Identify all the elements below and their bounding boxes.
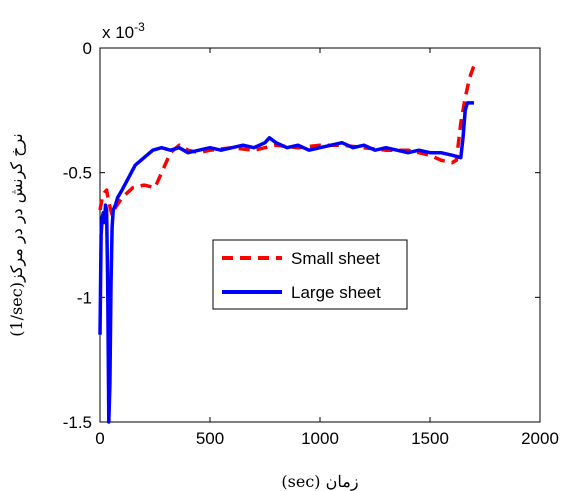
y-tick-label: -1: [77, 288, 92, 307]
legend-label-large-sheet: Large sheet: [291, 283, 381, 302]
series-line-large-sheet: [98, 101, 474, 424]
y-tick-label: -1.5: [63, 413, 92, 432]
x-tick-label: 0: [95, 429, 104, 448]
x-tick-label: 1000: [301, 429, 339, 448]
x-tick-label: 500: [196, 429, 224, 448]
x-tick-label: 2000: [521, 429, 559, 448]
series-layer: [98, 64, 476, 424]
y-axis-exponent: x 10-3: [102, 20, 145, 42]
y-tick-label: 0: [83, 39, 92, 58]
x-axis-title: (sec) زمان: [281, 472, 358, 491]
axis-ticks: 0 500 1000 1500 2000 0 -0.5 -1 -1.5: [63, 39, 559, 448]
legend: Small sheet Large sheet: [212, 239, 408, 310]
y-tick-label: -0.5: [63, 164, 92, 183]
x-tick-label: 1500: [411, 429, 449, 448]
legend-box: [212, 239, 408, 310]
legend-label-small-sheet: Small sheet: [291, 249, 380, 268]
y-axis-title: (1/sec)نرخ کرنش در در مرکز: [7, 133, 26, 337]
